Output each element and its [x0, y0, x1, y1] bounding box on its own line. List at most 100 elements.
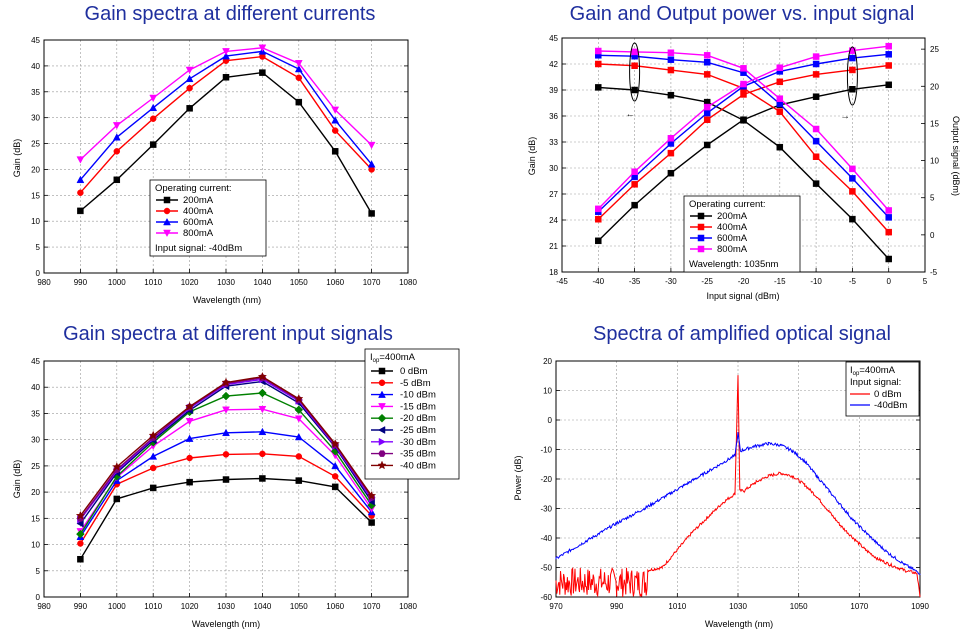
- chart2-series-1-output-point: [885, 62, 892, 69]
- chart1-xtick-label: 1070: [363, 278, 381, 287]
- chart4-ytick-label: -10: [540, 446, 552, 455]
- chart2-series-3-output-point: [812, 53, 820, 60]
- chart2-series-3-point: [667, 49, 675, 56]
- chart2-ytick-label: 27: [549, 190, 558, 199]
- chart1-series-2-point: [76, 175, 85, 184]
- chart4-xtick-label: 1070: [850, 602, 868, 611]
- chart3-xtick-label: 1060: [326, 602, 344, 611]
- chart1-ytick-label: 5: [36, 243, 41, 252]
- chart3-legend-marker: [377, 413, 387, 423]
- chart1-xtick-label: 980: [37, 278, 51, 287]
- chart1-series-1-point: [295, 74, 303, 82]
- chart2-series-0-point: [776, 143, 784, 151]
- chart3-series-4-point: [221, 391, 231, 401]
- chart4-series-0-line: [555, 375, 921, 598]
- chart3-series-0-point: [113, 495, 121, 503]
- chart3-ylabel: Gain (dB): [12, 460, 22, 499]
- chart3-series-0-point: [368, 519, 375, 526]
- chart3-xtick-label: 1040: [254, 602, 272, 611]
- chart3-series-0-point: [295, 477, 303, 484]
- chart3-xtick-label: 1070: [363, 602, 381, 611]
- chart2-series-1-output-point: [595, 216, 602, 223]
- chart3-series-8-point: [330, 439, 340, 448]
- chart2-series-0-point: [885, 255, 892, 263]
- chart1-series-3-point: [367, 141, 376, 150]
- chart4-xtick-label: 1030: [729, 602, 747, 611]
- chart1-series-2-point: [367, 160, 376, 168]
- chart4-ytick-label: 20: [543, 357, 552, 366]
- chart2-series-1-output-point: [849, 66, 856, 74]
- chart2-series-0-output-point: [595, 237, 602, 245]
- chart2-xtick-label: -35: [629, 277, 641, 286]
- chart2-series-3-output-point: [885, 42, 892, 50]
- chart3-legend-marker: [378, 437, 387, 446]
- chart1-series-0-point: [331, 148, 339, 155]
- chart4-xlabel: Wavelength (nm): [705, 619, 773, 629]
- chart1-series-0-point: [149, 141, 157, 148]
- chart2-series-2-output-point: [812, 60, 820, 68]
- chart4-xtick-label: 1010: [668, 602, 686, 611]
- chart1-series-3-point: [112, 122, 121, 130]
- chart3-series-0-point: [222, 476, 230, 483]
- chart3-series-8-point: [257, 371, 268, 381]
- chart1-series-1-point: [113, 148, 121, 155]
- chart2-series-3-point: [703, 52, 711, 59]
- chart4-ytick-label: -60: [540, 593, 552, 602]
- chart2-series-3-output-point: [595, 205, 602, 213]
- chart1-xtick-label: 1030: [217, 278, 235, 287]
- chart1-series-0-point: [77, 207, 84, 215]
- chart2-series-3-output-point: [849, 47, 856, 54]
- chart4-xtick-label: 1090: [911, 602, 929, 611]
- chart2-ytick-label: 18: [549, 268, 558, 277]
- chart2-series-1-point: [631, 62, 638, 69]
- chart2-series-1-output-point: [667, 149, 675, 157]
- chart2-legend-label: 200mA: [717, 211, 748, 222]
- plots-layer: 980 990 1000 1010 1020 1030 1040 1050 1060 1070 10…: [31, 34, 939, 611]
- chart3-title: Gain spectra at different input signals: [63, 323, 393, 345]
- chart2-series-3-point: [776, 95, 784, 102]
- chart2-ytick-label: 33: [549, 138, 558, 147]
- chart1-legend-label: 200mA: [183, 195, 214, 206]
- chart2-ylabel: Gain (dB): [527, 137, 537, 176]
- chart2-series-0-point: [812, 180, 820, 187]
- chart1-series-2-point: [294, 64, 303, 73]
- chart2-series-2-output-line: [597, 53, 889, 213]
- chart2-series-1-point: [812, 153, 820, 160]
- chart2-ytick-label: 42: [549, 60, 558, 69]
- chart3-series-8-point: [148, 430, 158, 440]
- chart3-series-0-point: [186, 478, 193, 486]
- chart1-series-2-point: [185, 74, 194, 83]
- chart1-series-3-point: [294, 60, 303, 68]
- chart1-ytick-label: 20: [31, 165, 40, 174]
- chart1-xlabel: Wavelength (nm): [193, 295, 261, 305]
- chart3-series-2-point: [222, 428, 230, 437]
- chart1-xtick-label: 1000: [108, 278, 126, 287]
- chart1-series-2-point: [112, 133, 121, 141]
- chart3-legend-label: -20 dBm: [400, 413, 436, 424]
- chart2-series-2-point: [703, 59, 711, 66]
- chart1-xtick-label: 1040: [254, 278, 272, 287]
- chart2-y2tick-label: 5: [930, 194, 935, 203]
- chart2-series-2-point: [885, 214, 892, 221]
- chart3-series: [75, 371, 377, 563]
- chart1-series-0-point: [295, 98, 303, 106]
- chart2-series-3-output-point: [667, 135, 675, 142]
- chart2-series-3-point: [595, 47, 602, 55]
- chart4-series: [555, 375, 921, 598]
- chart2-legend-label: 600mA: [717, 233, 748, 244]
- chart2-y2tick-label: 0: [930, 231, 935, 240]
- chart4-ytick-label: 10: [543, 387, 552, 396]
- chart1-legend-label: 800mA: [183, 228, 214, 239]
- chart3-legend-label: -40 dBm: [400, 460, 436, 471]
- chart3-legend-marker: [378, 450, 386, 457]
- chart2-xtick-label: -20: [738, 277, 750, 286]
- chart2-series-1-point: [885, 228, 892, 236]
- chart2-xlabel: Input signal (dBm): [706, 291, 779, 301]
- chart2-series-2-point: [849, 175, 856, 182]
- chart1-xtick-label: 1050: [290, 278, 308, 287]
- chart4-xtick-label: 1050: [790, 602, 808, 611]
- chart2-legend-marker: [697, 223, 705, 231]
- chart3-series-2-point: [258, 427, 267, 436]
